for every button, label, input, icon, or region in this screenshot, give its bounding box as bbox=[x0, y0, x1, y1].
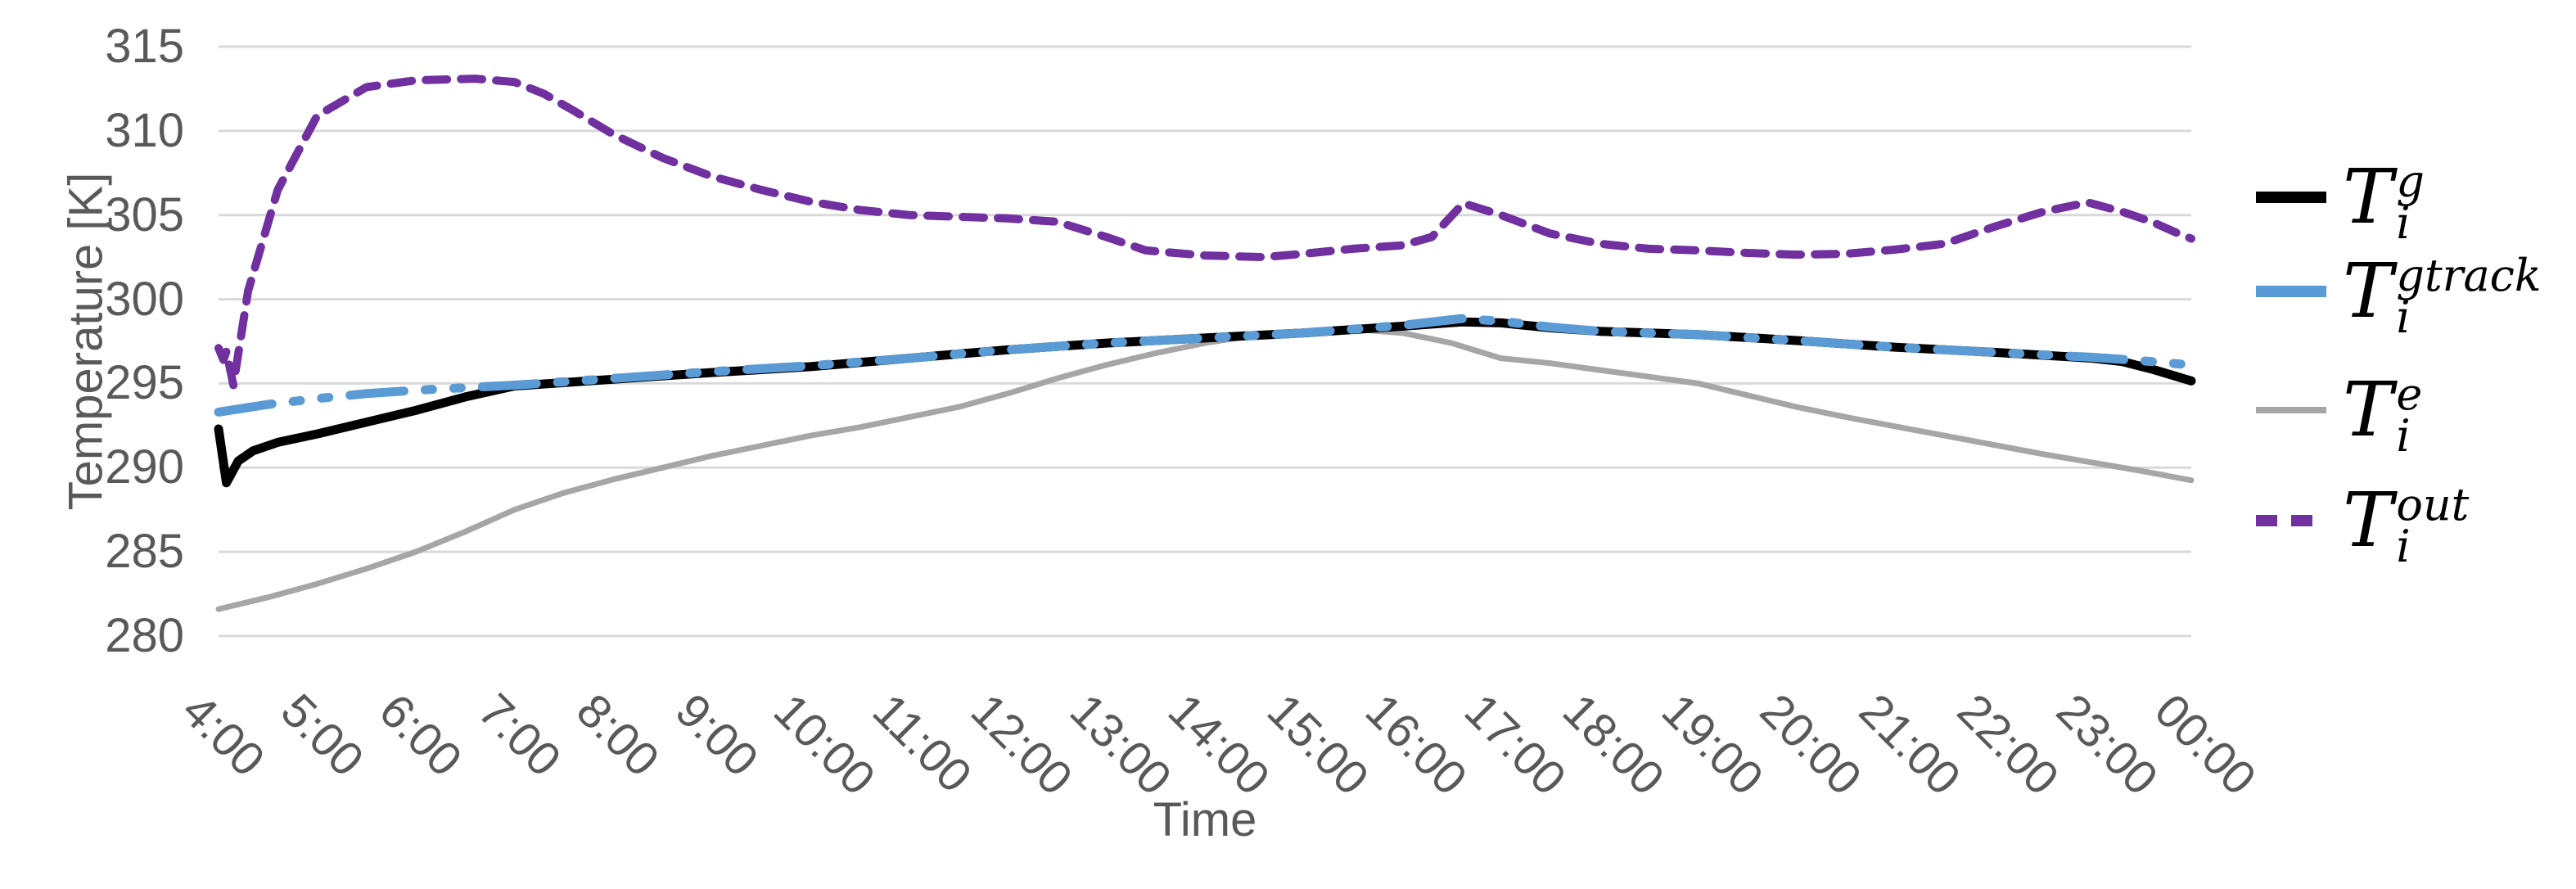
legend-label-Ti-g: T g i bbox=[2343, 153, 2425, 250]
legend-item-Ti-g[interactable]: T g i bbox=[2253, 153, 2425, 250]
y-tick-label: 285 bbox=[105, 525, 184, 579]
legend-line-gray-icon bbox=[2256, 407, 2326, 414]
legend-item-Ti-out[interactable]: T out i bbox=[2253, 476, 2470, 573]
legend-item-Ti-gtrack[interactable]: T gtrack i bbox=[2253, 247, 2542, 344]
y-tick-label: 290 bbox=[105, 440, 184, 494]
legend-line-black-icon bbox=[2256, 192, 2326, 204]
y-tick-label: 300 bbox=[105, 272, 184, 326]
legend-item-Ti-e[interactable]: T e i bbox=[2253, 366, 2423, 463]
y-tick-label: 315 bbox=[105, 20, 184, 73]
legend-label-Ti-out: T out i bbox=[2343, 476, 2470, 573]
legend-line-blue-icon bbox=[2256, 286, 2326, 298]
x-axis-title: Time bbox=[1153, 793, 1257, 846]
series-line-Ti_gtrack bbox=[214, 314, 2196, 417]
chart-legend: T g i T gtrack i T e bbox=[2253, 0, 2576, 889]
legend-label-Ti-e: T e i bbox=[2343, 366, 2423, 463]
series-lines bbox=[214, 74, 2196, 612]
series-line-Ti_e bbox=[215, 326, 2195, 612]
legend-label-Ti-gtrack: T gtrack i bbox=[2343, 247, 2542, 344]
legend-line-purple-dashed-icon bbox=[2256, 515, 2326, 527]
series-line-Ti_out bbox=[214, 74, 2195, 390]
y-tick-label: 310 bbox=[105, 103, 184, 157]
y-tick-label: 295 bbox=[105, 356, 184, 410]
series-line-Ti_g bbox=[214, 317, 2196, 488]
y-tick-label: 305 bbox=[105, 187, 184, 241]
y-tick-label: 280 bbox=[105, 609, 184, 662]
y-axis-title: Temperature [K] bbox=[59, 172, 113, 511]
